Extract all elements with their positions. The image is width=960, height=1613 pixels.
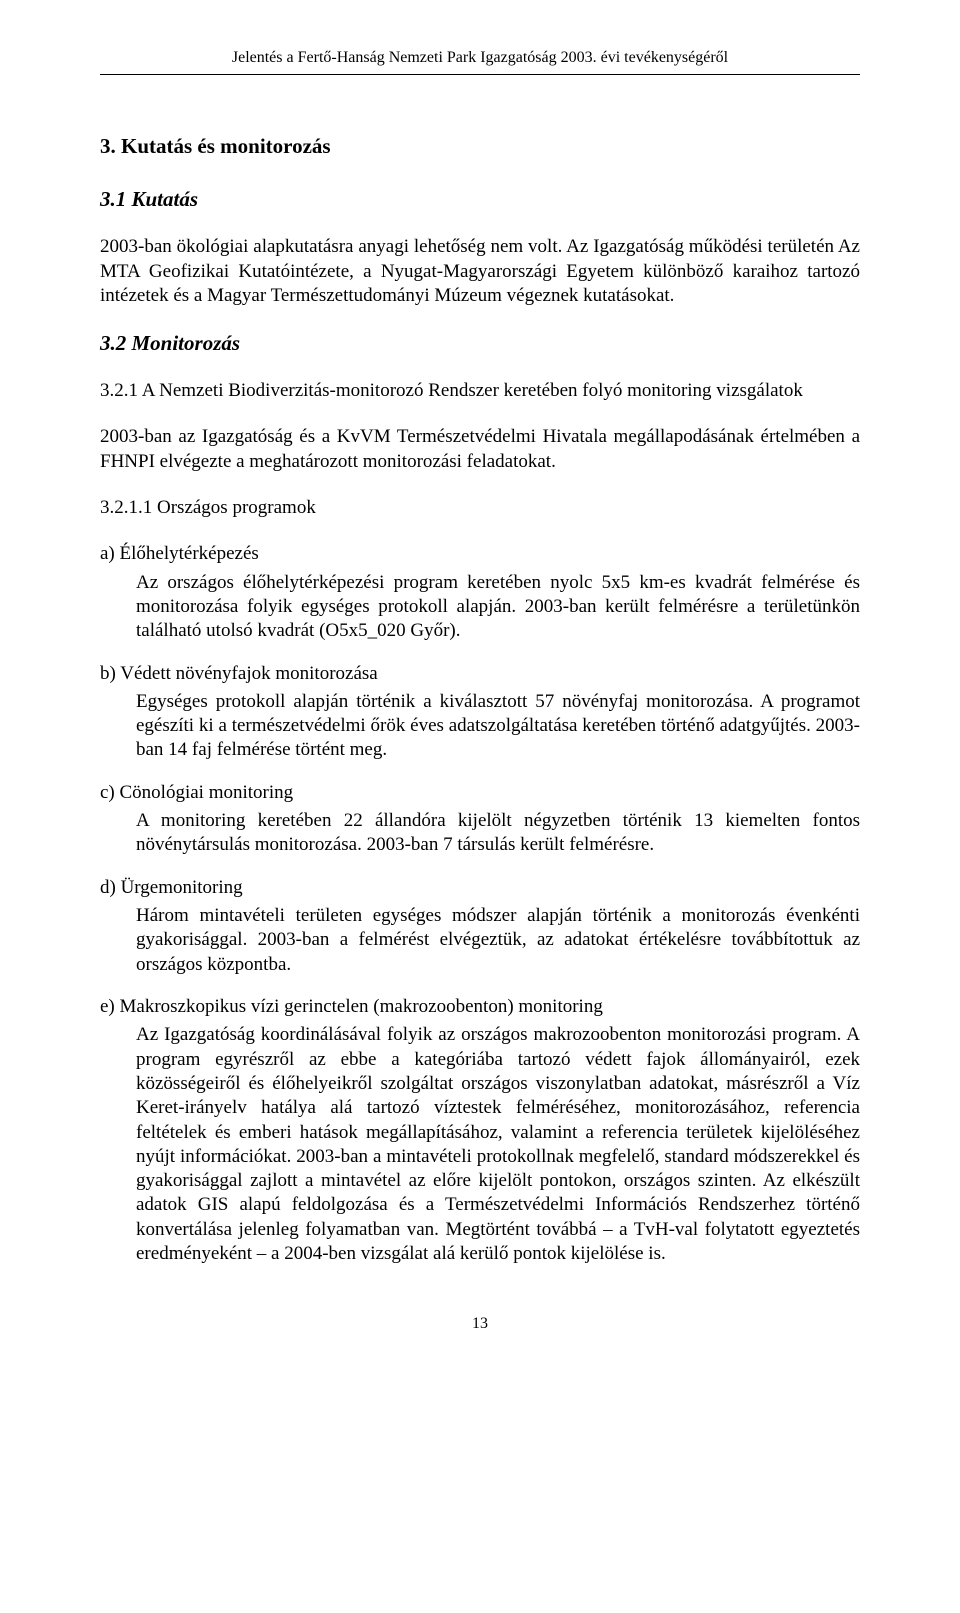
item-b-label: b) Védett növényfajok monitorozása [100,662,860,686]
heading-3-1: 3.1 Kutatás [100,186,860,213]
item-a-label: a) Élőhelytérképezés [100,542,860,566]
heading-3: 3. Kutatás és monitorozás [100,133,860,160]
heading-3-2-1: 3.2.1 A Nemzeti Biodiverzitás-monitorozó… [100,379,860,403]
header-rule [100,74,860,75]
running-header: Jelentés a Fertő-Hanság Nemzeti Park Iga… [100,48,860,68]
heading-3-2: 3.2 Monitorozás [100,330,860,357]
page: Jelentés a Fertő-Hanság Nemzeti Park Iga… [0,0,960,1613]
item-d-body: Három mintavételi területen egységes mód… [136,904,860,977]
item-c-label: c) Cönológiai monitoring [100,781,860,805]
item-b-body: Egységes protokoll alapján történik a ki… [136,690,860,763]
para-3-1: 2003-ban ökológiai alapkutatásra anyagi … [100,235,860,308]
item-d-label: d) Ürgemonitoring [100,876,860,900]
heading-3-2-1-1: 3.2.1.1 Országos programok [100,496,860,520]
item-c-body: A monitoring keretében 22 állandóra kije… [136,809,860,858]
item-e-label: e) Makroszkopikus vízi gerinctelen (makr… [100,995,860,1019]
item-e-body: Az Igazgatóság koordinálásával folyik az… [136,1023,860,1266]
para-3-2-1: 2003-ban az Igazgatóság és a KvVM Termés… [100,425,860,474]
item-a-body: Az országos élőhelytérképezési program k… [136,571,860,644]
page-number: 13 [100,1314,860,1334]
